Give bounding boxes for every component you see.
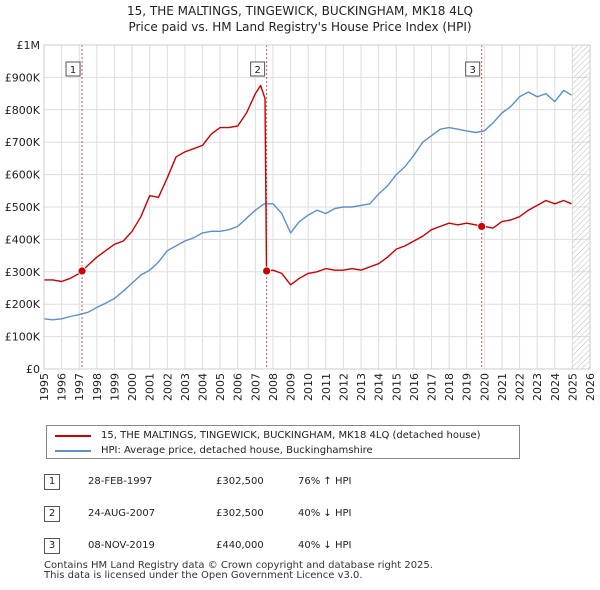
x-tick-label: 2009: [285, 373, 298, 401]
y-tick-label: £500K: [5, 201, 41, 214]
legend-label-hpi: HPI: Average price, detached house, Buck…: [101, 445, 373, 456]
x-tick-label: 1998: [91, 373, 104, 401]
table-row: 1 28-FEB-1997 £302,500 76% ↑ HPI: [44, 472, 464, 492]
chart-title: 15, THE MALTINGS, TINGEWICK, BUCKINGHAM,…: [0, 3, 600, 35]
x-tick-label: 2012: [337, 373, 350, 401]
x-tick-label: 2017: [425, 373, 438, 401]
x-tick-label: 2015: [390, 373, 403, 401]
sale-number-badge: 1: [44, 474, 60, 490]
footer-licence: This data is licensed under the Open Gov…: [44, 570, 363, 581]
sale-price: £440,000: [216, 540, 264, 551]
sale-number-badge: 3: [44, 538, 60, 554]
sale-price: £302,500: [216, 508, 264, 519]
sale-date: 24-AUG-2007: [88, 508, 156, 519]
x-tick-label: 2011: [320, 373, 333, 401]
chart-subtitle: Price paid vs. HM Land Registry's House …: [128, 20, 472, 34]
x-tick-label: 1999: [108, 373, 121, 401]
sale-label-number: 1: [70, 65, 76, 76]
sale-point: [262, 266, 272, 276]
x-tick-label: 1995: [38, 373, 51, 401]
y-tick-label: £100K: [5, 331, 41, 344]
y-tick-label: £300K: [5, 266, 41, 279]
sale-label-number: 2: [254, 65, 260, 76]
x-tick-label: 1996: [56, 373, 69, 401]
x-tick-label: 2026: [584, 373, 597, 401]
legend-label-property: 15, THE MALTINGS, TINGEWICK, BUCKINGHAM,…: [101, 430, 481, 441]
y-tick-label: £700K: [5, 136, 41, 149]
sale-point: [477, 222, 487, 231]
footer: Contains HM Land Registry data © Crown c…: [44, 561, 433, 581]
x-tick-label: 2003: [179, 373, 192, 401]
sale-number-badge: 2: [44, 506, 60, 522]
x-tick-label: 2014: [373, 373, 386, 401]
y-tick-label: £600K: [5, 169, 41, 182]
x-tick-label: 2019: [461, 373, 474, 401]
y-tick-label: £0: [26, 363, 40, 376]
sale-price: £302,500: [216, 476, 264, 487]
x-tick-label: 2016: [408, 373, 421, 401]
sale-label-box: [250, 61, 266, 77]
table-row: 3 08-NOV-2019 £440,000 40% ↓ HPI: [44, 536, 464, 556]
hpi-series-line: [43, 89, 572, 321]
sale-hpi-change: 40% ↓ HPI: [298, 540, 352, 551]
price-chart: 1 2 3 £0 £100K £200K £300K £400K £500K £600K £700…: [5, 39, 597, 401]
x-tick-label: 2010: [302, 373, 315, 401]
y-tick-label: £200K: [5, 298, 41, 311]
x-tick-label: 2025: [566, 373, 579, 401]
legend-swatch-property: [55, 435, 91, 437]
sale-date: 08-NOV-2019: [88, 540, 155, 551]
plot-border: [43, 44, 591, 370]
x-tick-label: 2022: [514, 373, 527, 401]
sale-point: [77, 266, 87, 276]
sale-label-box: [65, 61, 81, 77]
sale-label-box: [465, 61, 481, 77]
chart-title-main: 15, THE MALTINGS, TINGEWICK, BUCKINGHAM,…: [126, 4, 473, 18]
x-tick-label: 2000: [126, 373, 139, 401]
x-tick-label: 2018: [443, 373, 456, 401]
x-tick-label: 2024: [549, 373, 562, 401]
legend-swatch-hpi: [55, 450, 91, 452]
x-tick-label: 2013: [355, 373, 368, 401]
x-tick-label: 2005: [214, 373, 227, 401]
x-tick-label: 2008: [267, 373, 280, 401]
y-tick-label: £1M: [17, 39, 41, 52]
x-tick-label: 2023: [531, 373, 544, 401]
legend: 15, THE MALTINGS, TINGEWICK, BUCKINGHAM,…: [46, 425, 520, 459]
y-tick-label: £400K: [5, 233, 41, 246]
table-row: 2 24-AUG-2007 £302,500 40% ↓ HPI: [44, 504, 464, 524]
x-tick-label: 2004: [197, 373, 210, 401]
y-tick-label: £800K: [5, 104, 41, 117]
sale-label-number: 3: [469, 65, 475, 76]
sale-hpi-change: 40% ↓ HPI: [298, 508, 352, 519]
x-tick-label: 2001: [144, 373, 157, 401]
x-tick-label: 2007: [249, 373, 262, 401]
x-tick-label: 2002: [161, 373, 174, 401]
x-tick-label: 2021: [496, 373, 509, 401]
x-tick-label: 1997: [73, 373, 86, 401]
forecast-hatch-area: [572, 45, 590, 369]
sale-hpi-change: 76% ↑ HPI: [298, 476, 352, 487]
footer-copyright: Contains HM Land Registry data © Crown c…: [44, 560, 433, 571]
x-tick-label: 2020: [478, 373, 491, 401]
y-tick-label: £900K: [5, 71, 41, 84]
x-tick-label: 2006: [232, 373, 245, 401]
sale-date: 28-FEB-1997: [88, 476, 153, 487]
